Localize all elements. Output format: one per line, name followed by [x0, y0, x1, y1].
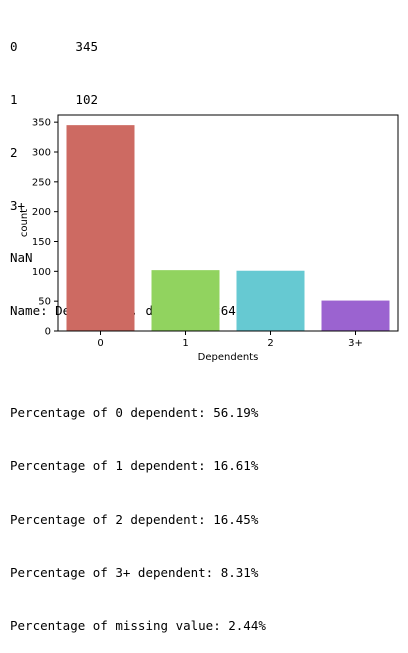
- x-axis-label: Dependents: [198, 352, 259, 363]
- y-tick-label: 100: [32, 267, 51, 278]
- y-tick-label: 150: [32, 237, 51, 248]
- y-tick-label: 300: [32, 147, 51, 158]
- value-count-key: 0: [10, 39, 18, 55]
- percentage-line: Percentage of missing value: 2.44%: [10, 617, 266, 633]
- x-tick-label: 0: [97, 338, 103, 349]
- y-axis: 0 50 100 150 200 250 300 350: [32, 118, 58, 338]
- value-count-key: 1: [10, 91, 18, 107]
- x-axis: 0 1 2 3+: [97, 331, 363, 349]
- value-count-key: 2: [10, 144, 18, 160]
- bar-1: [151, 270, 220, 331]
- plot-frame: [57, 114, 399, 332]
- percentage-line: Percentage of 0 dependent: 56.19%: [10, 405, 259, 421]
- y-axis-label: count: [19, 209, 30, 237]
- x-tick-label: 3+: [348, 338, 363, 349]
- bar-3+: [321, 300, 390, 331]
- y-tick-label: 0: [45, 327, 51, 338]
- value-count-count: 102: [75, 91, 98, 107]
- dependents-bar-chart: 0 50 100 150 200 250 300 350 0 1 2 3+ count Depend…: [19, 114, 399, 363]
- value-count-row: 0 345: [10, 38, 236, 56]
- x-tick-label: 1: [182, 338, 188, 349]
- value-count-row: 1 102: [10, 91, 236, 109]
- y-tick-label: 50: [38, 297, 51, 308]
- value-count-key: 3+: [10, 197, 26, 213]
- percentage-line: Percentage of 1 dependent: 16.61%: [10, 458, 259, 474]
- bar-0: [66, 125, 135, 331]
- y-tick-label: 250: [32, 177, 51, 188]
- value-count-count: 345: [75, 39, 98, 55]
- y-tick-label: 200: [32, 207, 51, 218]
- percentage-output: Percentage of 0 dependent: 56.19% Percen…: [10, 369, 266, 653]
- x-tick-label: 2: [267, 338, 273, 349]
- bar-2: [236, 270, 305, 331]
- percentage-line: Percentage of 3+ dependent: 8.31%: [10, 564, 259, 580]
- y-tick-label: 350: [32, 118, 51, 129]
- bars-group: [66, 125, 390, 331]
- value-count-key: NaN: [10, 250, 33, 266]
- percentage-line: Percentage of 2 dependent: 16.45%: [10, 511, 259, 527]
